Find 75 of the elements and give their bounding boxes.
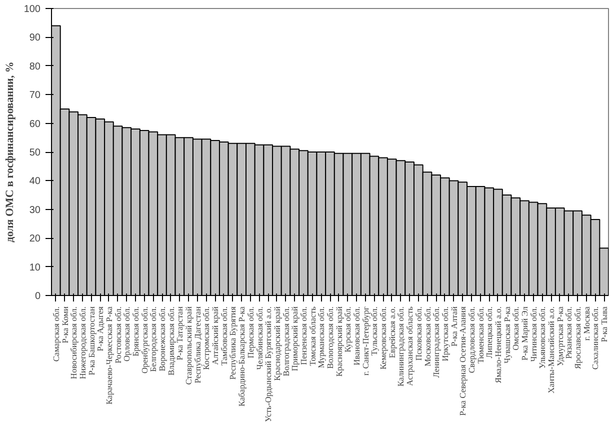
y-tick-label: 80 (29, 61, 41, 72)
x-tick-label: Самарская обл. (50, 306, 61, 362)
x-tick-label: Псковская обл. (413, 306, 424, 361)
x-tick-label: Р-ка Коми (60, 306, 70, 344)
x-tick-label: Усть-Ордынский Бурятский а.о. (263, 306, 274, 422)
x-tick-label: Приморский край (290, 306, 300, 372)
x-tick-label: Р-ка Башкортостан (86, 306, 96, 376)
x-tick-label: Вологодская обл. (325, 306, 335, 369)
y-tick-label: 50 (29, 148, 41, 158)
y-tick-label: 20 (29, 234, 41, 245)
x-tick-label: Тюменская обл. (475, 306, 486, 364)
x-tick-label: Мурманская обл. (316, 306, 326, 368)
x-tick-label: Р-ка Тыва (599, 306, 610, 342)
x-tick-label: Алтайский край (210, 306, 220, 365)
y-tick-label: 10 (29, 262, 41, 274)
x-tick-label: Ярославская обл. (572, 306, 583, 369)
x-tick-label: Белгородская обл. (148, 306, 158, 372)
x-tick-label: Ямало-Ненецкий а.о. (492, 306, 503, 384)
x-tick-label: Челябинская обл. (254, 306, 264, 370)
x-tick-label: Ивановская обл. (352, 306, 362, 366)
x-tick-label: Ханты-Мансийский а.о. (546, 306, 556, 394)
x-tick-label: Рязанская обл. (564, 306, 574, 359)
x-tick-label: Ленинградская обл. (431, 306, 442, 378)
x-tick-label: Ульяновская обл. (537, 306, 548, 369)
x-tick-label: Пензенская обл. (298, 306, 308, 365)
x-tick-label: Костромская обл. (201, 306, 212, 370)
x-tick-label: Омская обл. (510, 306, 521, 350)
x-tick-label: Р-ка Алтай (448, 306, 459, 346)
x-tick-label: Тульская обл. (369, 306, 380, 356)
x-tick-label: г. Санкт-Петербург (360, 306, 370, 376)
x-tick-label: Оренбургская обл. (139, 306, 150, 374)
y-tick-label: 30 (29, 204, 41, 216)
y-tick-label: 60 (29, 118, 41, 130)
x-tick-label: Красноярский край (334, 306, 344, 377)
x-tick-label: Чувашская Р-ка (502, 306, 512, 364)
x-tick-label: Орловская обл. (122, 306, 132, 362)
x-tick-label: Калининградская обл. (396, 306, 406, 386)
x-tick-label: Воронежская обл. (157, 306, 168, 372)
x-tick-label: г. Москва (581, 306, 592, 341)
x-tick-label: Р-ка Адыгея (95, 306, 106, 352)
y-tick-label: 100 (24, 4, 41, 15)
x-tick-label: Карачаево-Черкесская Р-ка (104, 306, 114, 405)
x-tick-label: Московская обл. (422, 306, 432, 366)
x-tick-label: Липецкая обл. (484, 306, 494, 358)
x-tick-label: Кемеровская обл. (378, 306, 388, 370)
x-tick-label: Еврейская а.о. (386, 306, 397, 358)
x-tick-label: Тамбовская обл. (218, 306, 229, 366)
x-tick-label: Удмуртская Р-ка (554, 306, 565, 366)
x-tick-label: Астраханская область (404, 306, 415, 386)
x-tick-label: Кабардино-Балкарская Р-ка (236, 306, 247, 406)
y-tick-label: 0 (34, 291, 41, 302)
x-tick-label: Р-ка Марий Эл (520, 306, 530, 360)
x-tick-label: Нижегородская обл. (77, 306, 88, 380)
y-tick-label: 40 (29, 176, 41, 188)
x-tick-label: Краснодарский край (272, 306, 282, 381)
x-tick-label: Пермская обл. (245, 306, 256, 358)
x-tick-label: Иркутская обл. (440, 306, 450, 362)
x-tick-label: Волгоградская обл. (280, 306, 291, 376)
x-tick-label: Ростовская обл. (112, 306, 123, 364)
x-tick-label: Курская обл. (342, 306, 353, 352)
x-tick-label: Р-ка Татарстан (174, 306, 185, 360)
x-tick-label: Брянская обл. (130, 306, 140, 356)
y-tick-label: 70 (29, 90, 41, 102)
y-tick-label: 90 (29, 32, 41, 44)
x-tick-label: Свердловская обл. (466, 306, 476, 374)
x-tick-label: Сахалинская обл. (590, 306, 600, 370)
x-tick-label: Читинская обл. (528, 306, 538, 362)
x-tick-label: Новосибирская обл. (68, 306, 79, 380)
x-tick-label: Томская область (307, 306, 318, 366)
x-tick-label: Республика Дагестан (192, 306, 202, 384)
x-tick-label: Ставропольский край (184, 306, 194, 385)
x-tick-label: Республика Бурятия (228, 306, 238, 380)
x-tick-label: Р-ка Северная Осетия-Алания (458, 306, 468, 416)
y-axis-title: доля ОМС в госфинансировании, % (4, 62, 16, 242)
x-tick-label: Владимирская обл. (166, 306, 176, 376)
